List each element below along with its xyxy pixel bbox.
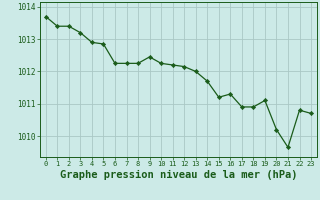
X-axis label: Graphe pression niveau de la mer (hPa): Graphe pression niveau de la mer (hPa) <box>60 170 297 180</box>
